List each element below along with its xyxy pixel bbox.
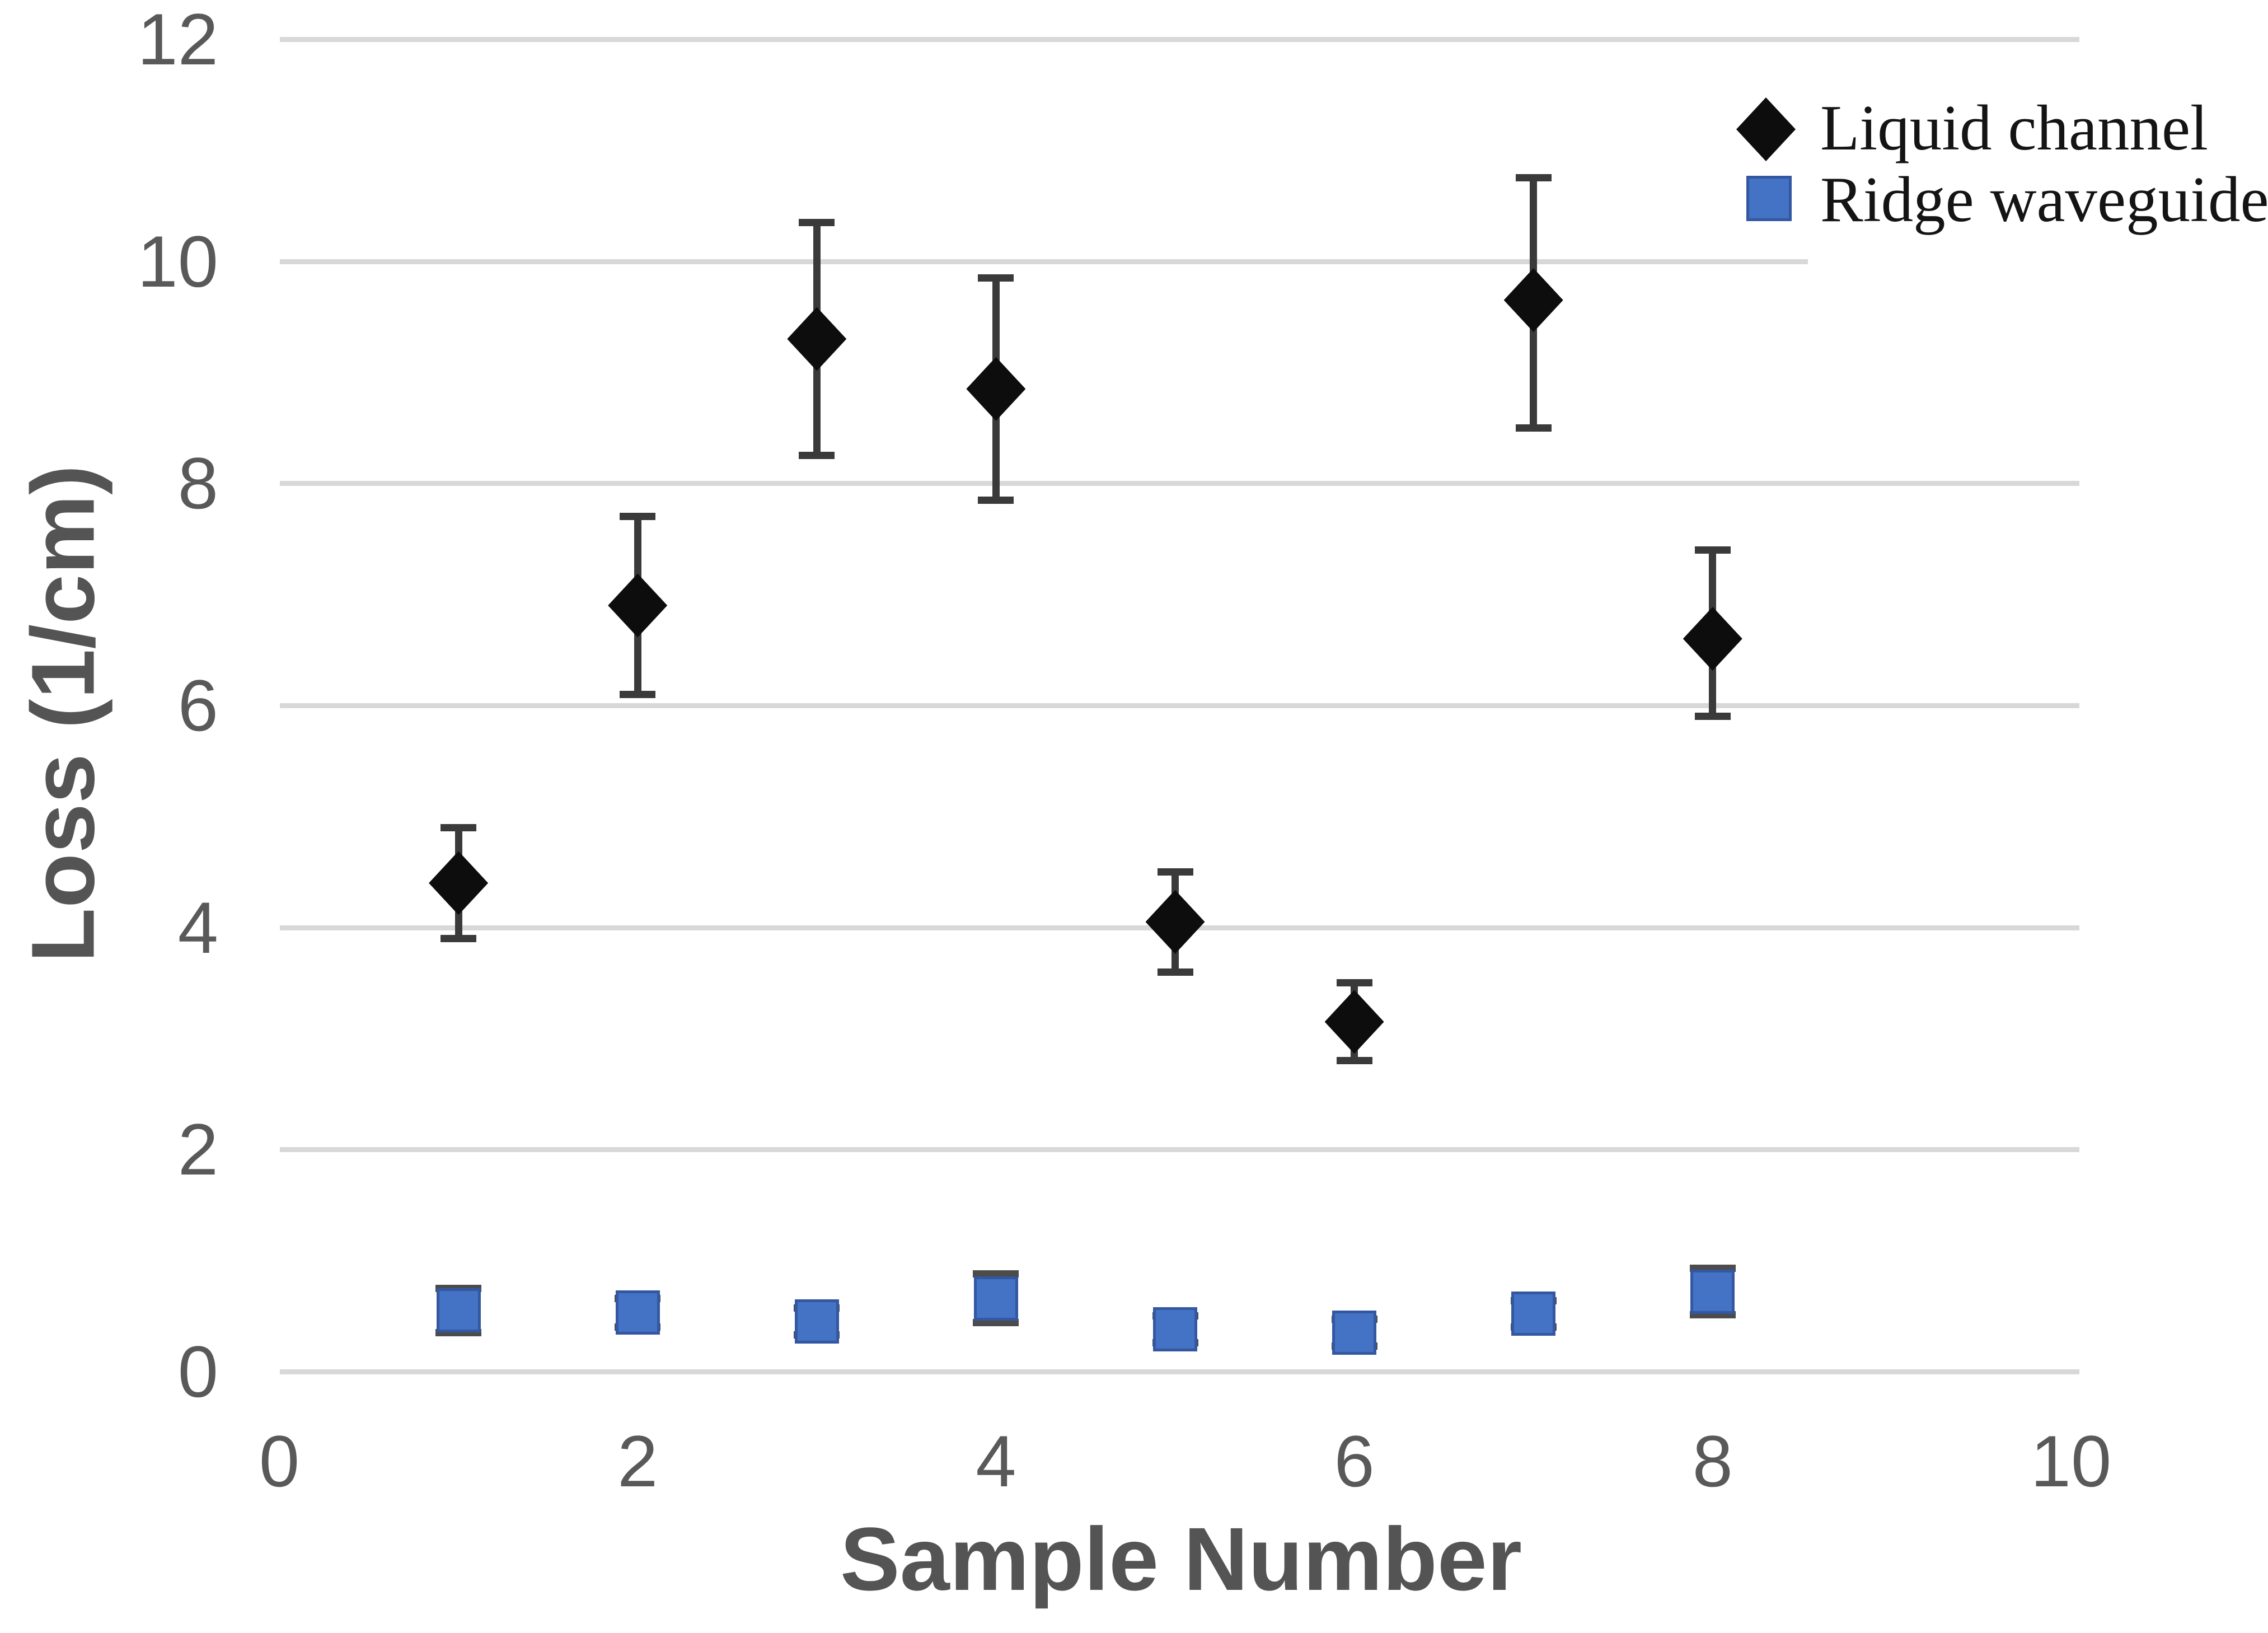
y-axis-title: Loss (1/cm)	[12, 465, 113, 963]
diamond-marker	[966, 357, 1026, 421]
error-bar-cap	[1515, 424, 1552, 432]
x-tick-label: 10	[2030, 1420, 2112, 1502]
square-marker	[1332, 1311, 1377, 1355]
diamond-marker	[1324, 990, 1384, 1054]
error-bar-cap	[799, 218, 835, 226]
error-bar-cap	[799, 452, 835, 460]
square-marker	[1153, 1307, 1197, 1352]
error-bar-cap	[978, 496, 1014, 504]
y-tick-label: 12	[137, 0, 218, 80]
diamond-marker	[1503, 268, 1563, 333]
y-tick-label: 8	[177, 442, 218, 525]
error-bar-cap	[1694, 546, 1731, 554]
error-bar-cap	[973, 1319, 1019, 1327]
error-bar-cap	[1515, 174, 1552, 182]
x-tick-label: 2	[617, 1420, 658, 1502]
gridline	[280, 703, 2079, 708]
x-tick-label: 6	[1334, 1420, 1375, 1502]
x-axis-title: Sample Number	[840, 1509, 1522, 1609]
error-bar-cap	[441, 935, 477, 942]
gridline	[280, 481, 2079, 486]
error-bar-cap	[1336, 1057, 1372, 1065]
diamond-icon	[1736, 97, 1796, 161]
error-bar-cap	[978, 274, 1014, 282]
y-tick-label: 6	[177, 665, 218, 746]
error-bar-cap	[620, 513, 656, 521]
gridline	[280, 1369, 2079, 1374]
error-bar-cap	[620, 690, 656, 698]
square-marker	[615, 1290, 660, 1335]
gridline	[280, 37, 2079, 42]
error-bar-cap	[973, 1270, 1019, 1278]
x-tick-label: 0	[259, 1420, 300, 1502]
x-tick-label: 4	[976, 1420, 1016, 1502]
error-bar-cap	[1694, 713, 1731, 720]
diamond-marker	[1145, 890, 1205, 954]
diamond-marker	[608, 573, 668, 638]
square-marker	[794, 1299, 839, 1344]
gridline	[280, 1147, 2079, 1153]
square-icon	[1746, 176, 1792, 221]
error-bar-cap	[1336, 979, 1372, 987]
x-tick-label: 8	[1692, 1420, 1733, 1502]
legend-item-liquid-channel: Liquid channel	[1820, 92, 2208, 163]
error-bar-cap	[1157, 868, 1193, 876]
y-tick-label: 10	[137, 220, 218, 302]
error-bar-cap	[441, 823, 477, 831]
y-tick-label: 4	[177, 886, 218, 968]
error-bar-cap	[1157, 968, 1193, 976]
square-marker	[1511, 1292, 1556, 1336]
legend-item-ridge-waveguide: Ridge waveguide	[1820, 164, 2268, 235]
square-marker	[1690, 1269, 1735, 1314]
diamond-marker	[429, 851, 489, 915]
y-tick-label: 2	[177, 1108, 218, 1191]
legend-backdrop	[1811, 49, 2268, 271]
square-marker	[973, 1276, 1018, 1321]
square-marker	[436, 1288, 481, 1333]
gridline	[280, 259, 1808, 264]
y-tick-label: 0	[177, 1331, 218, 1412]
diamond-marker	[787, 307, 847, 371]
diamond-marker	[1683, 607, 1742, 671]
